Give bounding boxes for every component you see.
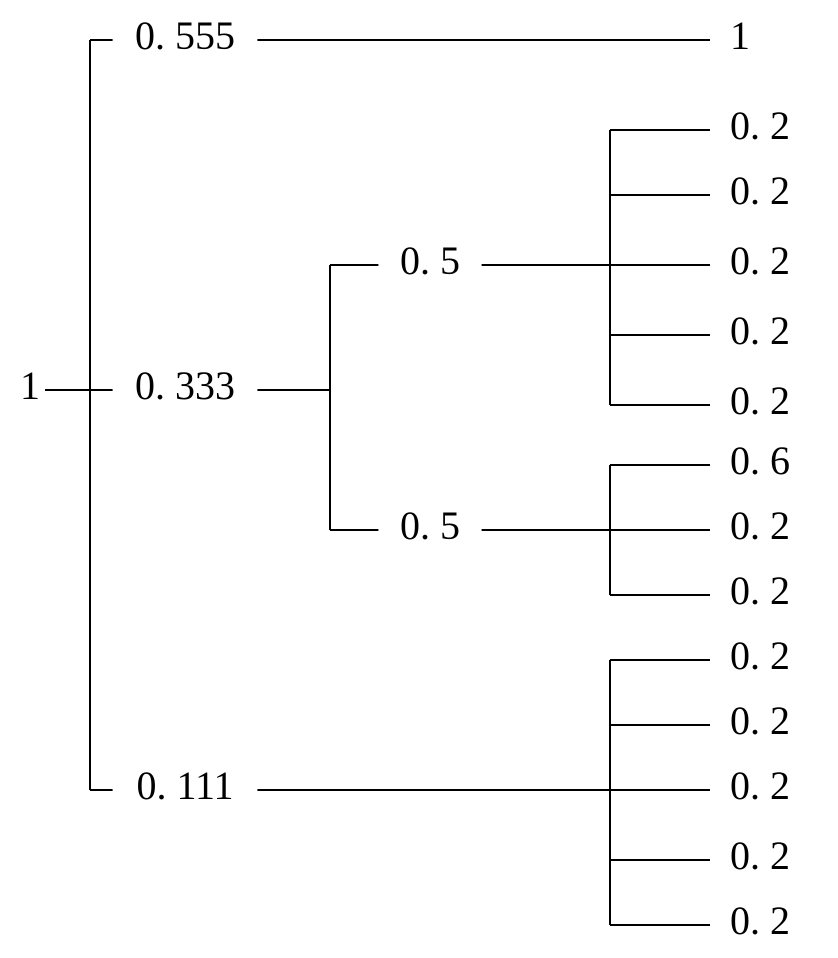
leaf-label-1-4: 0. 2: [730, 378, 790, 423]
root-label: 1: [20, 363, 40, 408]
level1-label-b: 0. 333: [135, 363, 235, 408]
leaf-label-3-4: 0. 2: [730, 898, 790, 943]
level2-label-b2: 0. 5: [400, 503, 460, 548]
leaf-label-3-0: 0. 2: [730, 633, 790, 678]
leaf-label-3-2: 0. 2: [730, 763, 790, 808]
level2-label-b1: 0. 5: [400, 238, 460, 283]
tree-diagram: 1 0. 555 0. 333 0. 111 0. 5 0. 5 1 0. 2 0. 2 0. 2…: [0, 0, 838, 958]
leaf-label-2-0: 0. 6: [730, 438, 790, 483]
leaf-label-1-1: 0. 2: [730, 168, 790, 213]
leaf-label-3-1: 0. 2: [730, 698, 790, 743]
level1-label-c: 0. 111: [136, 763, 233, 808]
leaf-label-1-0: 0. 2: [730, 103, 790, 148]
leaf-label-0-0: 1: [730, 13, 750, 58]
leaf-label-3-3: 0. 2: [730, 833, 790, 878]
leaf-label-1-3: 0. 2: [730, 308, 790, 353]
leaf-label-2-1: 0. 2: [730, 503, 790, 548]
leaf-label-2-2: 0. 2: [730, 568, 790, 613]
level1-label-a: 0. 555: [135, 13, 235, 58]
leaf-label-1-2: 0. 2: [730, 238, 790, 283]
